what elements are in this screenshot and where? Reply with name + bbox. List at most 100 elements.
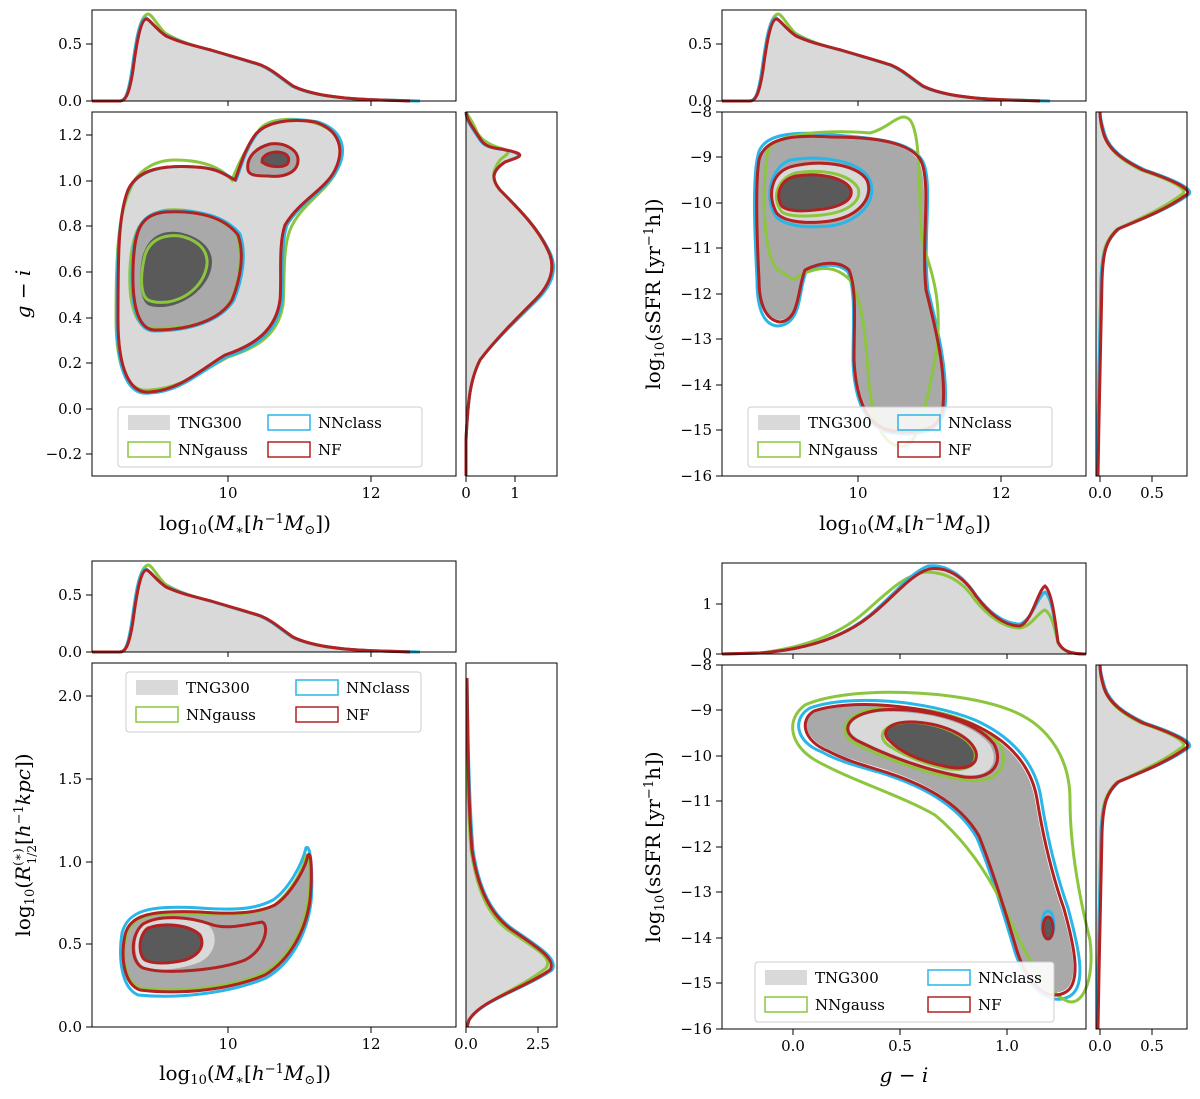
x-axis-label: log10(M∗[h−1M⊙]) [159, 511, 331, 538]
tick-label: 1.0 [995, 1037, 1019, 1055]
legend-swatch-nngauss [764, 996, 808, 1013]
nf-core-red [260, 150, 291, 169]
tng-density [722, 17, 1086, 101]
top-marginal-mass-3: 0.0 0.5 [58, 560, 457, 661]
tick-label: −0.2 [46, 445, 82, 463]
top-marginal-frame [91, 9, 457, 102]
nf-mid [846, 708, 1000, 779]
nf-outer [755, 134, 946, 434]
tick-label: 1 [702, 595, 712, 613]
tick-label: 0.0 [58, 643, 82, 661]
legend-swatch-nnclass [267, 414, 311, 431]
nnclass-outer [119, 846, 314, 998]
x-axis-label: log10(M∗[h−1M⊙]) [159, 1061, 331, 1088]
legend-label-nf: NF [948, 441, 972, 459]
legend-label-nngauss: NNgauss [815, 996, 885, 1014]
nnclass-outer [752, 131, 948, 436]
tick-label: 10 [848, 484, 867, 502]
tng-density [722, 567, 1086, 654]
legend-swatch-tng [758, 415, 800, 430]
y-axis-label: g − i [11, 270, 35, 319]
tick-label: 0.8 [58, 217, 82, 235]
joint-color-ssfr: TNG300 NNgauss NNclass NF −16 −15 −14 −1… [641, 656, 1093, 1087]
tick-label: 0.0 [781, 1037, 805, 1055]
tick-label: 0.0 [454, 1035, 478, 1053]
legend-swatch-nf [897, 441, 941, 458]
legend-swatch-nf [295, 706, 339, 723]
joint-mass-size: TNG300 NNgauss NNclass NF 0.0 0.5 1.0 1.… [11, 662, 457, 1088]
tick-label: 1.5 [58, 770, 82, 788]
nf-mass-density [92, 17, 411, 103]
right-marginal-ssfr-2: 0.0 0.5 [1088, 664, 1192, 1055]
legend-label-nngauss: NNgauss [178, 441, 248, 459]
legend-label-tng: TNG300 [178, 414, 242, 432]
tick-label: 0.2 [58, 354, 82, 372]
tick-label: 0.5 [1140, 484, 1164, 502]
tick-label: −16 [680, 467, 712, 485]
tick-label: −15 [680, 421, 712, 439]
tick-label: 10 [218, 1035, 237, 1053]
legend-swatch-nnclass [927, 969, 971, 986]
tick-label: 0.0 [688, 92, 712, 110]
legend-swatch-nf [267, 441, 311, 458]
nngauss-core [774, 169, 861, 218]
tick-label: 0.0 [58, 400, 82, 418]
nf-red-island [1041, 915, 1055, 941]
tick-label: −8 [690, 656, 712, 674]
top-marginal-color: 0 1 [702, 562, 1087, 663]
y-axis: −16 −15 −14 −13 −12 −11 −10 −9 −8 [680, 656, 722, 1038]
tng-density [92, 568, 456, 652]
legend-label-nngauss: NNgauss [186, 706, 256, 724]
tick-label: 0.5 [58, 586, 82, 604]
tick-label: −14 [680, 376, 712, 394]
tick-label: −14 [680, 929, 712, 947]
tng-core-contour-red [262, 152, 289, 167]
tick-label: −13 [680, 883, 712, 901]
nf-density [1096, 111, 1190, 477]
y-axis-label: log10(sSFR [yr−1h]) [641, 751, 668, 942]
right-marginal-color: 0 1 [461, 111, 558, 502]
legend-swatch-tng [136, 680, 178, 695]
x-axis-label: log10(M∗[h−1M⊙]) [819, 511, 991, 538]
legend-label-nf: NF [318, 441, 342, 459]
nngauss-mid [843, 706, 1005, 783]
nnclass-outer [797, 698, 1082, 1001]
tick-label: 1 [510, 484, 520, 502]
tick-label: 10 [218, 484, 237, 502]
legend: TNG300 NNgauss NNclass NF [747, 406, 1053, 468]
tick-label: 12 [991, 484, 1010, 502]
legend-swatch-nngauss [127, 441, 171, 458]
tick-label: 0.5 [58, 935, 82, 953]
nf-mid [131, 210, 243, 332]
tick-label: 12 [361, 1035, 380, 1053]
nf-core [138, 923, 204, 965]
tick-label: 0.5 [58, 35, 82, 53]
tick-label: 0.5 [1140, 1037, 1164, 1055]
legend: TNG300 NNgauss NNclass NF [117, 406, 423, 468]
legend-label-nnclass: NNclass [318, 414, 382, 432]
legend-swatch-tng [765, 970, 807, 985]
legend-label-tng: TNG300 [808, 414, 872, 432]
joint-frame [91, 111, 457, 477]
tick-label: 0.5 [888, 1037, 912, 1055]
tick-label: −9 [690, 148, 712, 166]
tick-label: −10 [680, 747, 712, 765]
tng-core-contour [777, 174, 851, 211]
legend-swatch-nnclass [295, 679, 339, 696]
tick-label: 0.0 [1088, 484, 1112, 502]
nf-density [92, 568, 411, 654]
tng-color-density [466, 112, 552, 476]
legend-label-tng: TNG300 [815, 969, 879, 987]
tick-label: 0.0 [58, 1018, 82, 1036]
tng-core-contour [140, 924, 202, 963]
tick-label: 0.6 [58, 263, 82, 281]
y-axis-label: log10(R(∗)1/2[h−1kpc]) [11, 753, 39, 936]
legend: TNG300 NNgauss NNclass NF [754, 961, 1055, 1023]
tick-label: −10 [680, 194, 712, 212]
legend-label-tng: TNG300 [186, 679, 250, 697]
legend-label-nnclass: NNclass [948, 414, 1012, 432]
nf-core [777, 173, 853, 213]
tng-density [1096, 112, 1183, 476]
panel-mass-ssfr: 0.0 0.5 TNG300 NNgauss [641, 9, 1192, 538]
